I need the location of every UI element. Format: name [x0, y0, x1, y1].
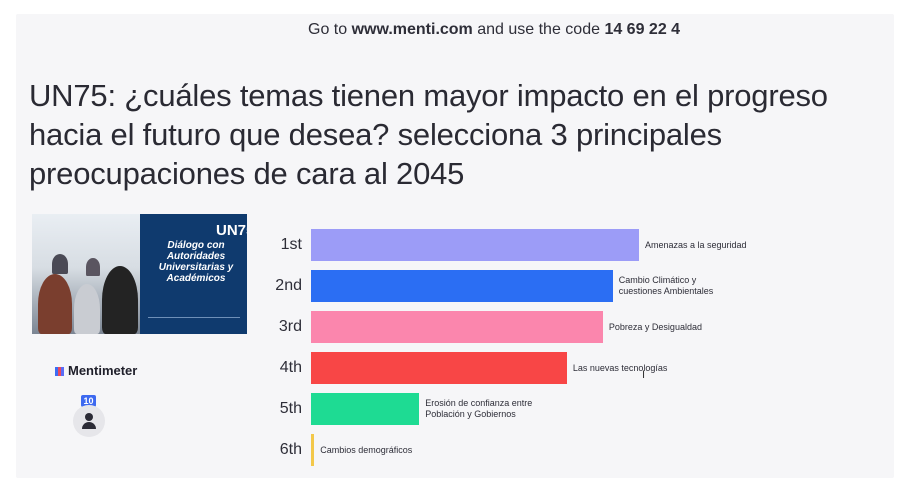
rank-option-line: Erosión de confianza entre [425, 398, 533, 408]
rank-option-label-2: Cambio Climático y cuestiones Ambientales [619, 275, 769, 297]
brand-name: Mentimeter [68, 363, 138, 378]
join-prefix: Go to [308, 21, 352, 38]
rank-label-2: 2nd [275, 277, 302, 294]
rank-bar-4 [311, 352, 567, 384]
rank-bar-6 [311, 434, 315, 466]
rank-option-line: Las nuevas tecnologías [572, 362, 668, 373]
rank-option-line: Cambio Climático y [618, 275, 697, 285]
rank-option-label-3: Pobreza y Desigualdad [609, 322, 759, 333]
rank-option-line: Amenazas a la seguridad [645, 239, 747, 250]
join-code: 14 69 22 4 [604, 21, 681, 38]
rank-option-line: Población y Gobiernos [425, 409, 516, 419]
join-middle: and use the code [472, 21, 605, 38]
audience-photo [32, 214, 142, 334]
mentimeter-logo-icon [55, 367, 64, 376]
event-banner: UN75 Diálogo con Autoridades Universitar… [140, 214, 247, 334]
rank-label-4: 4th [279, 359, 302, 376]
rank-bar-5 [311, 393, 420, 425]
banner-logos [148, 317, 240, 328]
event-thumbnail: UN75 Diálogo con Autoridades Universitar… [32, 214, 247, 334]
rank-option-label-1: Amenazas a la seguridad [645, 240, 795, 251]
rank-option-label-4: Las nuevas tecnologías [573, 363, 723, 374]
rank-option-label-5: Erosión de confianza entre Población y Go… [425, 398, 575, 420]
question-title: UN75: ¿cuáles temas tienen mayor impacto… [29, 78, 828, 191]
join-url[interactable]: www.menti.com [351, 21, 473, 38]
un75-logo: UN75 [216, 222, 247, 239]
rank-label-1: 1st [280, 236, 302, 253]
rank-bar-2 [311, 270, 613, 302]
rank-option-line: cuestiones Ambientales [618, 286, 714, 296]
rank-label-5: 5th [279, 400, 302, 417]
rank-bar-3 [311, 311, 603, 343]
mentimeter-brand: Mentimeter [55, 363, 137, 378]
banner-caption: Diálogo con Autoridades Universitarias y… [158, 240, 234, 284]
rank-option-line: Cambios demográficos [320, 444, 413, 455]
text-cursor-icon: I [642, 369, 646, 381]
rank-option-label-6: Cambios demográficos [320, 445, 470, 456]
rank-label-3: 3rd [278, 318, 302, 335]
join-instructions: Go to www.menti.com and use the code 14 … [308, 21, 680, 39]
participants-icon [73, 405, 105, 437]
rank-label-6: 6th [279, 441, 302, 458]
rank-bar-1 [311, 229, 639, 261]
rank-option-line: Pobreza y Desigualdad [608, 321, 702, 332]
participant-count-badge: 10 [81, 395, 96, 407]
